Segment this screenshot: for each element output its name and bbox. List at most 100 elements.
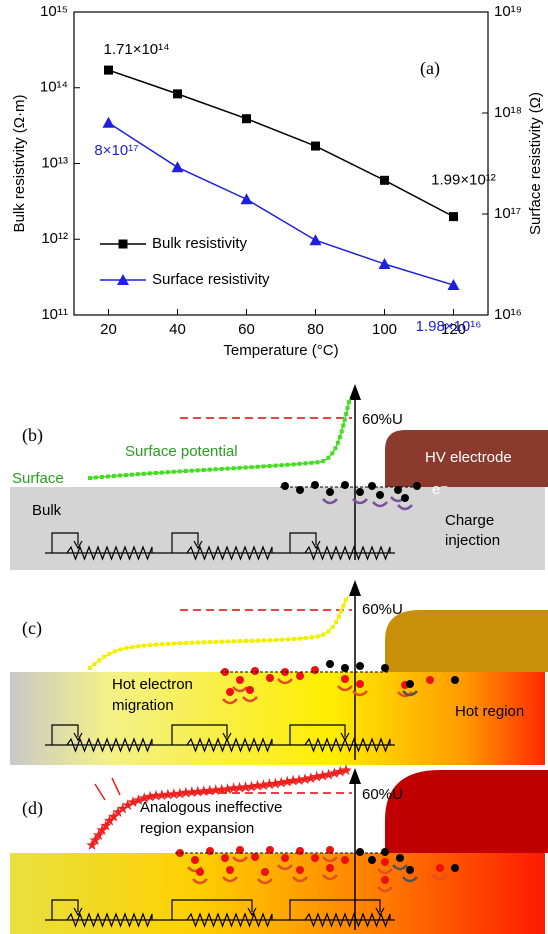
- charge-arc: [222, 876, 238, 883]
- curve-marker: ★: [197, 783, 210, 800]
- charge: [451, 676, 459, 684]
- charge: [356, 662, 364, 670]
- y-tick-label: 10¹⁵: [40, 3, 68, 20]
- resistor-tap: [171, 724, 228, 745]
- charge: [341, 481, 349, 489]
- level-label: 60%U: [362, 786, 403, 803]
- curve-marker: [344, 411, 349, 416]
- curve-marker: ★: [203, 783, 216, 800]
- curve-marker: ★: [116, 800, 129, 817]
- curve-marker: [330, 625, 335, 630]
- resistor-tap: [289, 532, 317, 553]
- bulk-region: [10, 853, 545, 934]
- curve-marker: [237, 465, 242, 470]
- curve-marker: [213, 467, 218, 472]
- charge: [246, 686, 254, 694]
- resistor-tap: [51, 899, 79, 920]
- charge: [296, 672, 304, 680]
- curve-marker: [159, 470, 164, 475]
- resistor: [304, 912, 391, 928]
- curve-marker: ★: [92, 827, 105, 844]
- charge: [296, 847, 304, 855]
- curve-marker: [250, 638, 255, 643]
- charge: [368, 482, 376, 490]
- charge: [451, 864, 459, 872]
- charge-arc: [377, 886, 393, 893]
- curve-marker: [118, 647, 123, 652]
- curve-marker: [297, 461, 302, 466]
- panel-label: (c): [22, 618, 42, 639]
- data-label: 1.99×10¹²: [431, 172, 496, 189]
- curve-marker: [339, 609, 344, 614]
- curve-marker: [273, 637, 278, 642]
- resistor: [66, 912, 153, 928]
- curve-marker: [297, 636, 302, 641]
- charge: [381, 664, 389, 672]
- curve-label: Surface potential: [125, 443, 238, 460]
- hv-electrode: [385, 770, 548, 853]
- curve-marker: [124, 646, 129, 651]
- resistor: [186, 545, 273, 561]
- resistor: [186, 737, 273, 753]
- charge-arc: [432, 874, 448, 881]
- arrow-head: [349, 580, 361, 596]
- x-tick-label: 120: [441, 321, 466, 338]
- curve-marker: [261, 464, 266, 469]
- curve-marker: [105, 474, 110, 479]
- curve-marker: ★: [111, 804, 124, 821]
- charge-arc: [277, 678, 293, 685]
- charge-arc: [372, 501, 388, 508]
- curve-marker: ★: [107, 808, 120, 825]
- tap-arrow: [340, 732, 350, 742]
- curve-marker: [238, 639, 243, 644]
- curve-marker: [339, 429, 344, 434]
- y-tick-label: 10¹²: [41, 230, 68, 247]
- charge-arc: [322, 498, 338, 505]
- curve-marker: [148, 642, 153, 647]
- charge: [196, 868, 204, 876]
- curve-marker: ★: [167, 786, 180, 803]
- curve-marker: ★: [149, 788, 162, 805]
- charge: [341, 675, 349, 683]
- panel-b: (b) Surface potential Surface 60%U HV el…: [10, 384, 548, 570]
- panel-label: (d): [22, 798, 43, 819]
- curve-marker: [135, 472, 140, 477]
- x-tick-label: 80: [307, 321, 324, 338]
- charge-arc: [322, 856, 338, 863]
- resistor: [66, 737, 153, 753]
- charge: [266, 674, 274, 682]
- charge: [356, 848, 364, 856]
- curve-marker: ★: [328, 765, 341, 782]
- curve-marker: [195, 468, 200, 473]
- charge-arc: [352, 690, 368, 697]
- curve-marker: [166, 641, 171, 646]
- charge: [236, 846, 244, 854]
- curve-marker: [111, 473, 116, 478]
- resistor-tap: [289, 724, 346, 745]
- charge: [368, 856, 376, 864]
- curve-marker: [291, 462, 296, 467]
- charge: [341, 664, 349, 672]
- marker: [240, 193, 253, 205]
- curve-marker: [225, 466, 230, 471]
- marker: [380, 175, 389, 185]
- charge: [251, 853, 259, 861]
- resistor: [304, 545, 391, 561]
- curve-marker: ★: [209, 782, 222, 799]
- curve-marker: [335, 440, 340, 445]
- curve-marker: ★: [286, 773, 299, 790]
- y-tick-label: 10¹³: [41, 154, 68, 171]
- curve-marker: [315, 634, 320, 639]
- marker: [104, 65, 113, 75]
- charge: [396, 854, 404, 862]
- curve-marker: [336, 614, 341, 619]
- curve-marker: ★: [304, 770, 317, 787]
- curve-marker: [92, 662, 97, 667]
- curve-marker: ★: [89, 832, 102, 849]
- marker: [171, 161, 184, 173]
- charge-arc: [377, 868, 393, 875]
- tap-arrow: [311, 540, 321, 550]
- curve-marker: [346, 400, 351, 405]
- curve-marker: [154, 642, 159, 647]
- curve-marker: [291, 637, 296, 642]
